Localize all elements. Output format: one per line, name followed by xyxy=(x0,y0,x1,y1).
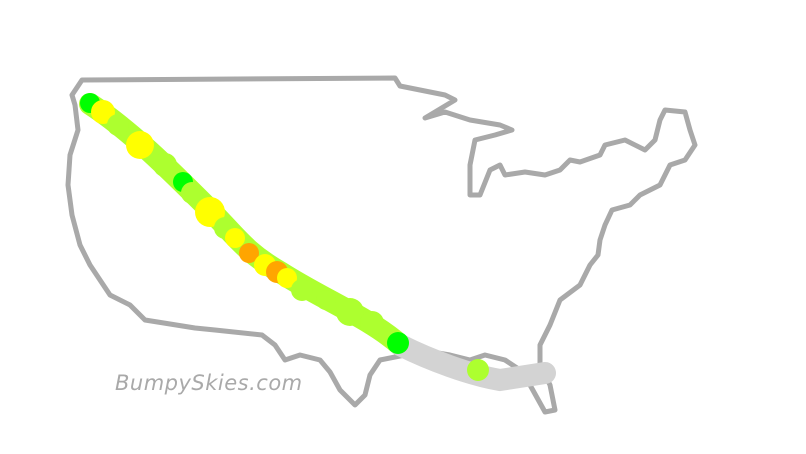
turbulence-point-moderate xyxy=(225,228,245,248)
turbulence-point-light xyxy=(360,311,384,335)
route-segment-no-data xyxy=(389,334,556,392)
turbulence-point-moderate xyxy=(277,268,297,288)
turbulence-points xyxy=(80,93,489,381)
brand-watermark: BumpySkies.com xyxy=(115,371,303,395)
turbulence-point-moderate xyxy=(126,131,154,159)
turbulence-point-strong xyxy=(239,243,259,263)
turbulence-point-light xyxy=(153,153,177,177)
turbulence-point-light xyxy=(181,182,203,204)
turbulence-point-smooth xyxy=(387,332,409,354)
turbulence-point-light xyxy=(291,279,313,301)
turbulence-point-light xyxy=(107,114,129,136)
turbulence-point-moderate xyxy=(195,197,225,227)
us-outline xyxy=(65,75,698,415)
turbulence-point-moderate xyxy=(91,100,115,124)
turbulence-point-light xyxy=(316,290,336,310)
turbulence-point-light xyxy=(336,298,364,326)
turbulence-point-light xyxy=(467,359,489,381)
